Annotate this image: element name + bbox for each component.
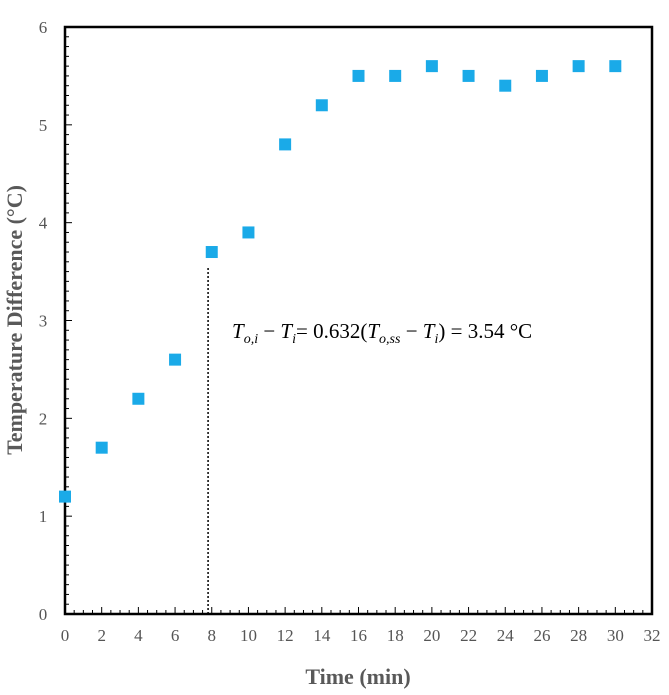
data-point (169, 353, 182, 366)
data-point (425, 60, 438, 73)
data-point (132, 392, 145, 405)
y-tick-label: 2 (39, 409, 48, 428)
x-tick-label: 10 (240, 626, 257, 645)
x-tick-label: 0 (61, 626, 70, 645)
x-tick-label: 32 (644, 626, 661, 645)
data-point (205, 246, 218, 259)
data-point (609, 60, 622, 73)
data-point (242, 226, 255, 239)
data-point (315, 99, 328, 112)
x-tick-label: 18 (387, 626, 404, 645)
data-point (279, 138, 292, 151)
data-point (95, 441, 108, 454)
x-axis-title: Time (min) (305, 664, 410, 689)
y-tick-label: 4 (39, 214, 48, 233)
y-tick-label: 1 (39, 507, 48, 526)
x-tick-label: 8 (208, 626, 217, 645)
y-tick-label: 3 (39, 312, 48, 331)
x-tick-label: 4 (134, 626, 143, 645)
data-point (389, 69, 402, 82)
x-tick-label: 16 (350, 626, 367, 645)
x-tick-label: 12 (277, 626, 294, 645)
x-tick-label: 6 (171, 626, 180, 645)
x-tick-label: 2 (97, 626, 106, 645)
annotation-formula: To,i − Ti= 0.632(To,ss − Ti) = 3.54 °C (232, 319, 532, 347)
data-point (59, 490, 71, 503)
x-tick-label: 26 (533, 626, 550, 645)
axis-ticks (64, 26, 653, 615)
x-tick-label: 22 (460, 626, 477, 645)
y-axis-title: Temperature Difference (°C) (2, 185, 27, 455)
y-tick-label: 5 (39, 116, 48, 135)
data-point (462, 69, 475, 82)
x-tick-label: 20 (423, 626, 440, 645)
y-tick-label: 0 (39, 605, 48, 624)
data-point (572, 60, 585, 73)
x-tick-label: 24 (497, 626, 515, 645)
x-tick-label: 14 (313, 626, 331, 645)
data-point (352, 69, 365, 82)
y-tick-label: 6 (39, 18, 48, 37)
data-points (59, 60, 622, 503)
x-tick-label: 30 (607, 626, 624, 645)
x-tick-label: 28 (570, 626, 587, 645)
data-point (535, 69, 548, 82)
data-point (499, 79, 512, 92)
